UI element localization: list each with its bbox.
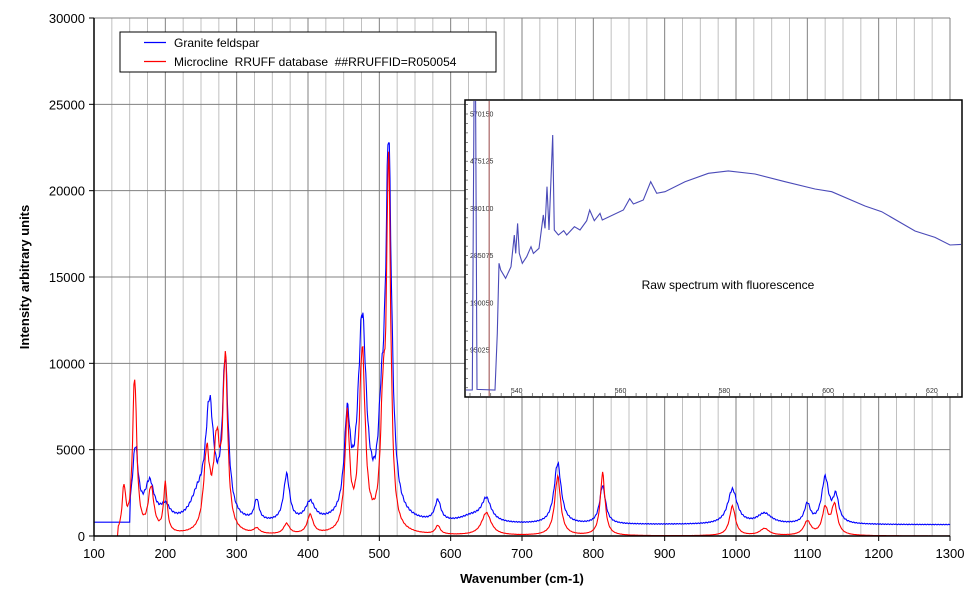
y-axis-label: Intensity arbitrary units bbox=[17, 205, 32, 349]
x-axis-label: Wavenumber (cm-1) bbox=[460, 571, 584, 586]
x-tick-label: 200 bbox=[154, 546, 176, 561]
inset-x-tick-label: 600 bbox=[822, 388, 834, 395]
series-line-microcline bbox=[94, 151, 950, 537]
axes: 0 5000 10000 15000 20000 25000 30000 100 200 300 4… bbox=[49, 11, 965, 561]
inset-y-tick-label: 190050 bbox=[470, 300, 493, 307]
inset-y-tick-label: 380100 bbox=[470, 206, 493, 213]
legend-label-granite: Granite feldspar bbox=[174, 36, 259, 50]
inset-raw-spectrum-line bbox=[466, 101, 961, 391]
legend: Granite feldspar Microcline RRUFF databa… bbox=[119, 31, 497, 73]
x-tick-label: 1100 bbox=[793, 546, 821, 561]
y-tick-label: 0 bbox=[78, 529, 85, 544]
legend-box bbox=[119, 31, 497, 73]
y-tick-label: 5000 bbox=[56, 443, 85, 458]
y-tick-label: 25000 bbox=[49, 97, 85, 112]
x-tick-label: 1200 bbox=[864, 546, 893, 561]
inset-x-tick-label: 540 bbox=[511, 388, 523, 395]
inset-x-tick-label: 580 bbox=[718, 388, 730, 395]
x-tick-label: 300 bbox=[226, 546, 248, 561]
x-tick-label: 700 bbox=[511, 546, 533, 561]
inset-series bbox=[466, 101, 961, 396]
x-tick-label: 800 bbox=[582, 546, 604, 561]
x-tick-label: 1300 bbox=[936, 546, 965, 561]
x-tick-label: 900 bbox=[654, 546, 676, 561]
series-line-granite-feldspar bbox=[94, 142, 951, 526]
x-tick-label: 100 bbox=[83, 546, 105, 561]
inset-y-tick-label: 570150 bbox=[470, 112, 493, 119]
inset-raw-spectrum: 540 560 580 600 620 95025 190050 285075 380100 47… bbox=[464, 99, 963, 398]
series-lines bbox=[94, 142, 951, 537]
inset-y-tick-label: 285075 bbox=[470, 253, 493, 260]
inset-title: Raw spectrum with fluorescence bbox=[642, 278, 815, 292]
inset-y-tick-label: 95025 bbox=[470, 348, 490, 355]
inset-frame bbox=[464, 99, 963, 398]
x-tick-label: 1000 bbox=[722, 546, 751, 561]
y-tick-label: 10000 bbox=[49, 356, 85, 371]
x-tick-label: 400 bbox=[297, 546, 319, 561]
y-tick-label: 30000 bbox=[49, 11, 85, 26]
y-tick-label: 15000 bbox=[49, 270, 85, 285]
inset-y-tick-label: 475125 bbox=[470, 159, 493, 166]
inset-axes: 540 560 580 600 620 95025 190050 285075 380100 47… bbox=[465, 104, 959, 396]
x-tick-label: 600 bbox=[440, 546, 462, 561]
inset-x-tick-label: 620 bbox=[926, 388, 938, 395]
legend-label-microcline: Microcline RRUFF database ##RRUFFID=R050… bbox=[174, 55, 457, 69]
y-tick-label: 20000 bbox=[49, 184, 85, 199]
inset-x-tick-label: 560 bbox=[615, 388, 627, 395]
x-tick-label: 500 bbox=[368, 546, 390, 561]
